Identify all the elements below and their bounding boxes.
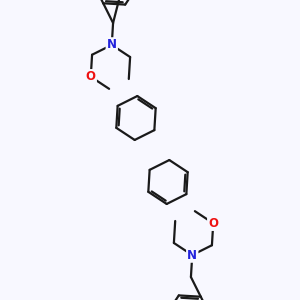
- Text: O: O: [208, 217, 218, 230]
- Text: N: N: [107, 38, 117, 51]
- Text: O: O: [86, 70, 96, 83]
- Text: N: N: [187, 249, 197, 262]
